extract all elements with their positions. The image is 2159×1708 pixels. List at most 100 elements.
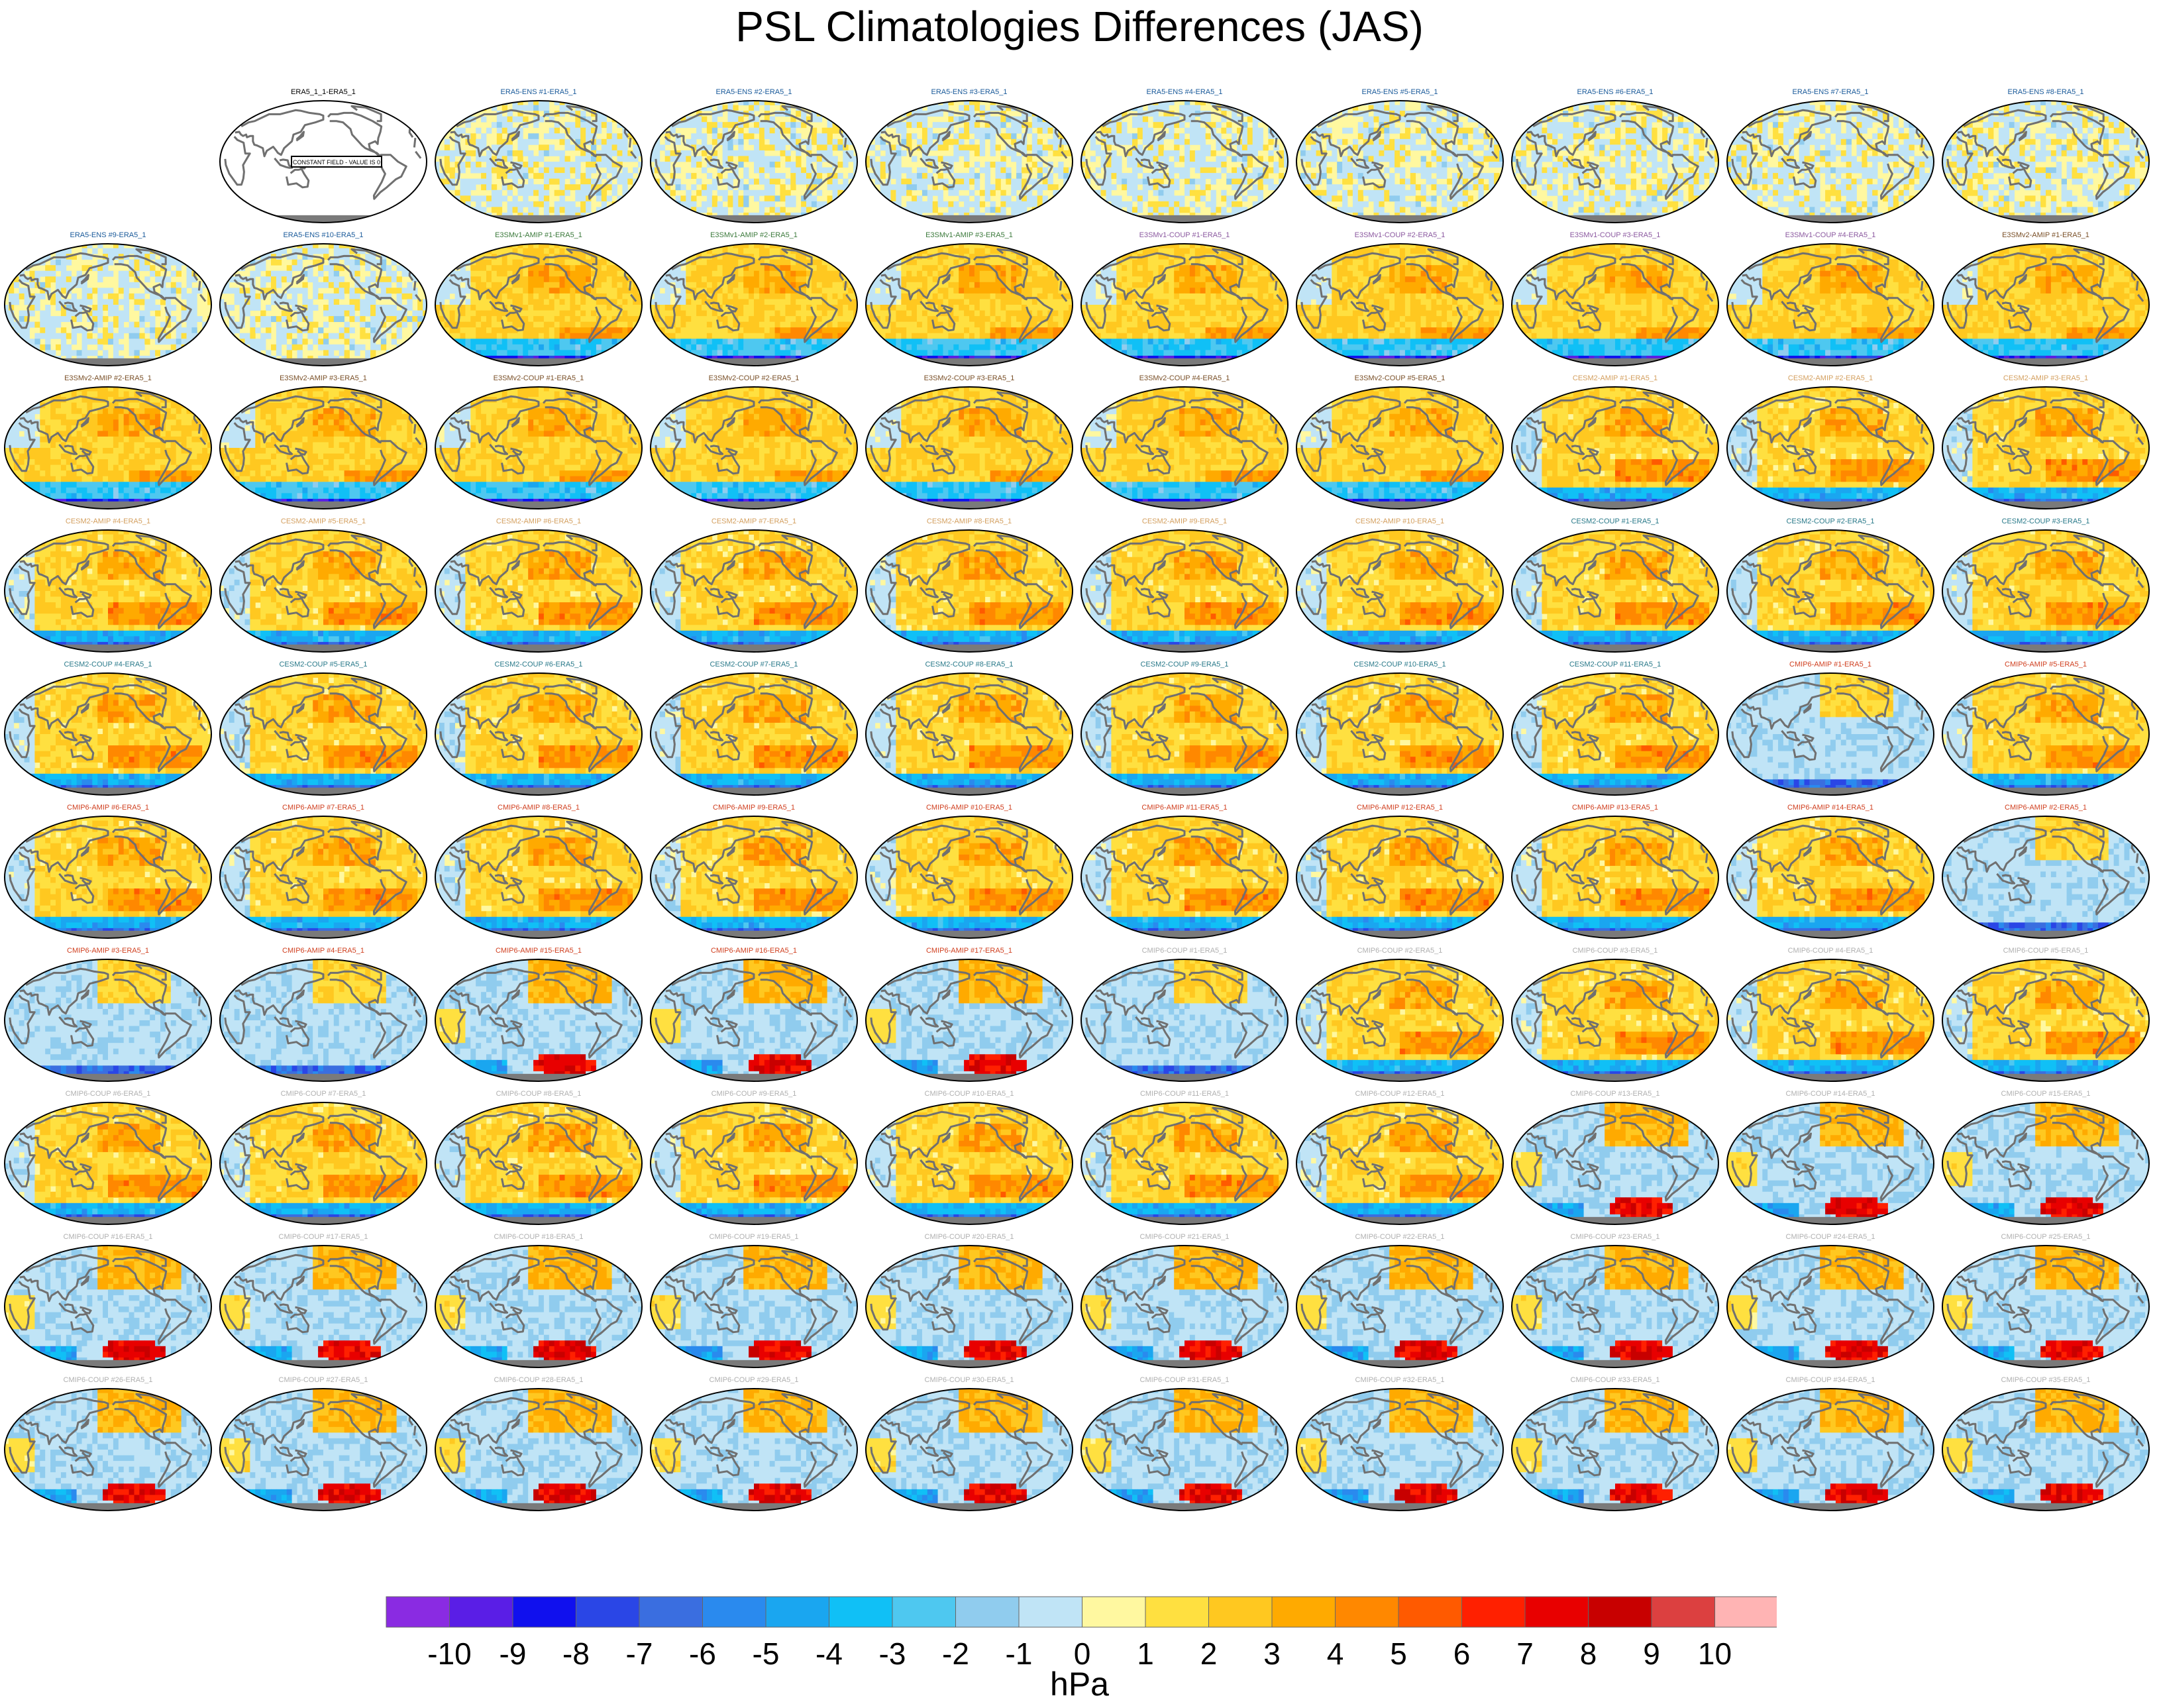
map-panel: CMIP6-COUP #2-ERA5_1 <box>1295 946 1511 1097</box>
map-panel: CMIP6-AMIP #13-ERA5_1 <box>1510 803 1726 954</box>
panel-title: CMIP6-AMIP #8-ERA5_1 <box>434 803 643 812</box>
panel-title: E3SMv1-COUP #3-ERA5_1 <box>1510 231 1720 240</box>
map-field <box>219 672 428 796</box>
panel-title: CMIP6-COUP #35-ERA5_1 <box>1941 1375 2150 1385</box>
panel-title: E3SMv2-COUP #2-ERA5_1 <box>649 374 859 383</box>
colorbar-tick-label: 2 <box>1200 1636 1218 1668</box>
panel-title: CMIP6-COUP #7-ERA5_1 <box>219 1089 428 1098</box>
map-panel: CMIP6-COUP #1-ERA5_1 <box>1080 946 1296 1097</box>
map-field <box>1080 815 1289 939</box>
colorbar-swatch <box>1145 1597 1209 1627</box>
map-field <box>1295 672 1504 796</box>
map-field <box>1080 672 1289 796</box>
panel-title: CESM2-COUP #10-ERA5_1 <box>1295 660 1504 669</box>
panel-title: E3SMv2-COUP #1-ERA5_1 <box>434 374 643 383</box>
map-panel: CESM2-COUP #8-ERA5_1 <box>865 660 1080 811</box>
map-panel: ERA5-ENS #10-ERA5_1 <box>219 231 435 382</box>
panel-title: E3SMv2-AMIP #3-ERA5_1 <box>219 374 428 383</box>
map-panel: E3SMv1-AMIP #1-ERA5_1 <box>434 231 650 382</box>
colorbar-tick-label: -8 <box>562 1636 590 1668</box>
colorbar-tick-label: 0 <box>1074 1636 1091 1668</box>
colorbar-tick-label: 6 <box>1453 1636 1471 1668</box>
map-panel: CMIP6-COUP #19-ERA5_1 <box>649 1232 865 1383</box>
map-panel: CESM2-AMIP #1-ERA5_1 <box>1510 374 1726 525</box>
panel-title: CMIP6-AMIP #4-ERA5_1 <box>219 946 428 955</box>
panel-title: CMIP6-COUP #16-ERA5_1 <box>3 1232 213 1242</box>
map-field <box>1080 1244 1289 1369</box>
map-field <box>1080 529 1289 653</box>
map-field <box>865 99 1074 224</box>
colorbar-swatch <box>1082 1597 1146 1627</box>
map-panel: CMIP6-COUP #15-ERA5_1 <box>1941 1089 2157 1240</box>
colorbar-swatch <box>1336 1597 1399 1627</box>
colorbar-swatch <box>1209 1597 1273 1627</box>
map-panel: CESM2-AMIP #9-ERA5_1 <box>1080 517 1296 668</box>
map-field <box>1726 815 1935 939</box>
colorbar-swatch <box>1272 1597 1336 1627</box>
map-panel: CESM2-AMIP #10-ERA5_1 <box>1295 517 1511 668</box>
map-panel: CMIP6-COUP #16-ERA5_1 <box>3 1232 219 1383</box>
panel-title: CMIP6-AMIP #15-ERA5_1 <box>434 946 643 955</box>
colorbar-swatch <box>1589 1597 1652 1627</box>
map-panel: E3SMv2-COUP #4-ERA5_1 <box>1080 374 1296 525</box>
colorbar-swatch <box>1525 1597 1589 1627</box>
map-panel: CMIP6-AMIP #4-ERA5_1 <box>219 946 435 1097</box>
colorbar-swatch <box>1715 1597 1777 1627</box>
map-field <box>649 1101 859 1226</box>
map-field <box>1941 1101 2150 1226</box>
panel-title: CMIP6-AMIP #16-ERA5_1 <box>649 946 859 955</box>
map-panel: CMIP6-COUP #33-ERA5_1 <box>1510 1375 1726 1526</box>
panel-title: CMIP6-COUP #4-ERA5_1 <box>1726 946 1935 955</box>
map-field <box>1510 99 1720 224</box>
map-panel: CESM2-AMIP #2-ERA5_1 <box>1726 374 1942 525</box>
map-field <box>1295 1101 1504 1226</box>
map-panel: E3SMv2-AMIP #3-ERA5_1 <box>219 374 435 525</box>
panel-title: CMIP6-COUP #19-ERA5_1 <box>649 1232 859 1242</box>
colorbar-swatch <box>703 1597 766 1627</box>
map-panel: ERA5-ENS #6-ERA5_1 <box>1510 87 1726 239</box>
map-field <box>1726 99 1935 224</box>
map-field <box>1726 1244 1935 1369</box>
map-panel: CESM2-AMIP #3-ERA5_1 <box>1941 374 2157 525</box>
map-field <box>1295 958 1504 1083</box>
panel-title: ERA5-ENS #1-ERA5_1 <box>434 87 643 97</box>
map-field <box>219 1387 428 1512</box>
map-panel: CMIP6-AMIP #12-ERA5_1 <box>1295 803 1511 954</box>
map-field <box>865 958 1074 1083</box>
map-field <box>434 1244 643 1369</box>
map-field <box>434 529 643 653</box>
colorbar-swatch <box>639 1597 703 1627</box>
colorbar-unit-label: hPa <box>0 1666 2159 1703</box>
map-field <box>1510 815 1720 939</box>
panel-title: CMIP6-COUP #24-ERA5_1 <box>1726 1232 1935 1242</box>
colorbar-swatch <box>1398 1597 1462 1627</box>
panel-title: CMIP6-COUP #34-ERA5_1 <box>1726 1375 1935 1385</box>
map-field <box>219 1244 428 1369</box>
map-field <box>865 1101 1074 1226</box>
colorbar-tick-label: -5 <box>753 1636 780 1668</box>
map-panel: CMIP6-COUP #9-ERA5_1 <box>649 1089 865 1240</box>
map-field <box>434 242 643 367</box>
map-panel: CMIP6-AMIP #7-ERA5_1 <box>219 803 435 954</box>
panel-title: CMIP6-COUP #15-ERA5_1 <box>1941 1089 2150 1098</box>
map-panel: CESM2-COUP #3-ERA5_1 <box>1941 517 2157 668</box>
colorbar-swatch <box>766 1597 829 1627</box>
map-field <box>1295 242 1504 367</box>
map-field <box>865 1244 1074 1369</box>
colorbar-tick-label: 4 <box>1327 1636 1344 1668</box>
panel-title: CESM2-COUP #11-ERA5_1 <box>1510 660 1720 669</box>
panel-title: E3SMv2-AMIP #1-ERA5_1 <box>1941 231 2150 240</box>
map-panel: CESM2-COUP #9-ERA5_1 <box>1080 660 1296 811</box>
panel-title: CMIP6-AMIP #11-ERA5_1 <box>1080 803 1289 812</box>
map-field <box>434 958 643 1083</box>
panel-title: CESM2-COUP #1-ERA5_1 <box>1510 517 1720 526</box>
map-field: CONSTANT FIELD - VALUE IS 0 <box>219 99 428 224</box>
panel-title: CMIP6-COUP #31-ERA5_1 <box>1080 1375 1289 1385</box>
colorbar-tick-label: -9 <box>500 1636 527 1668</box>
map-panel: E3SMv2-COUP #1-ERA5_1 <box>434 374 650 525</box>
colorbar-swatch <box>1652 1597 1715 1627</box>
panel-title: CMIP6-COUP #2-ERA5_1 <box>1295 946 1504 955</box>
panel-title: CMIP6-COUP #30-ERA5_1 <box>865 1375 1074 1385</box>
map-panel: CMIP6-AMIP #9-ERA5_1 <box>649 803 865 954</box>
map-field <box>1726 529 1935 653</box>
